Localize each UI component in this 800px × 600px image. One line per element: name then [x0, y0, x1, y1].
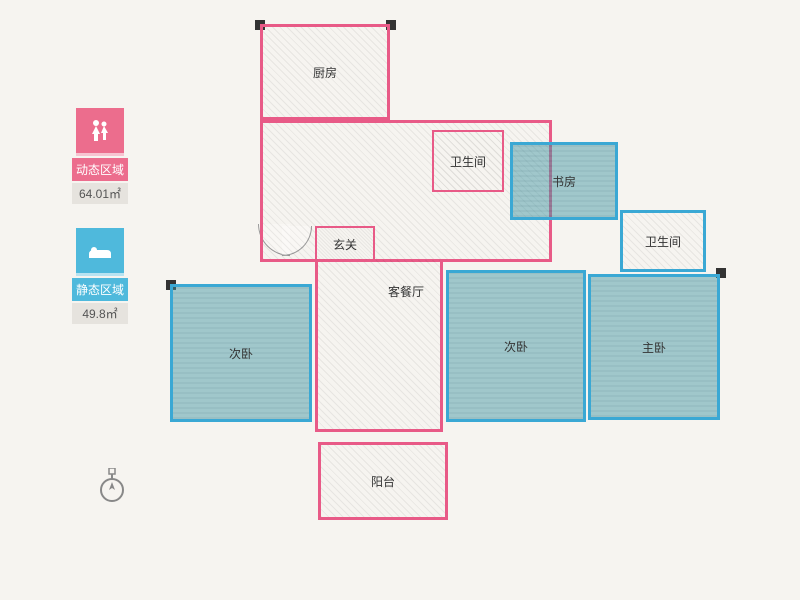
legend-static: 静态区域 49.8㎡: [70, 228, 130, 324]
legend-panel: 动态区域 64.01㎡ 静态区域 49.8㎡: [70, 108, 130, 348]
room-label: 阳台: [371, 473, 395, 490]
room-bath2: 卫生间: [620, 210, 706, 272]
room-label: 卫生间: [450, 153, 486, 170]
room-bath1: 卫生间: [432, 130, 504, 192]
room-balcony: 阳台: [318, 442, 448, 520]
compass-icon: [98, 468, 126, 504]
legend-dynamic-label: 动态区域: [72, 158, 128, 181]
room-label: 次卧: [229, 345, 253, 362]
room-label: 主卧: [642, 339, 666, 356]
legend-dynamic-value: 64.01㎡: [72, 183, 128, 204]
room-label: 卫生间: [645, 233, 681, 250]
legend-static-value: 49.8㎡: [72, 303, 128, 324]
room-entry: 玄关: [315, 226, 375, 262]
room-label: 书房: [552, 173, 576, 190]
floorplan: 厨房客餐厅玄关卫生间阳台书房卫生间次卧次卧主卧: [170, 24, 770, 584]
sleep-icon: [76, 228, 124, 276]
legend-static-label: 静态区域: [72, 278, 128, 301]
room-label: 厨房: [313, 64, 337, 81]
room-study: 书房: [510, 142, 618, 220]
room-living: 客餐厅: [260, 120, 552, 262]
legend-dynamic: 动态区域 64.01㎡: [70, 108, 130, 204]
room-bed2a: 次卧: [170, 284, 312, 422]
room-label: 玄关: [333, 236, 357, 253]
room-label: 次卧: [504, 338, 528, 355]
room-label: 客餐厅: [388, 283, 424, 300]
room-fill: [263, 123, 549, 259]
room-bed2b: 次卧: [446, 270, 586, 422]
room-master: 主卧: [588, 274, 720, 420]
room-kitchen: 厨房: [260, 24, 390, 120]
people-icon: [76, 108, 124, 156]
